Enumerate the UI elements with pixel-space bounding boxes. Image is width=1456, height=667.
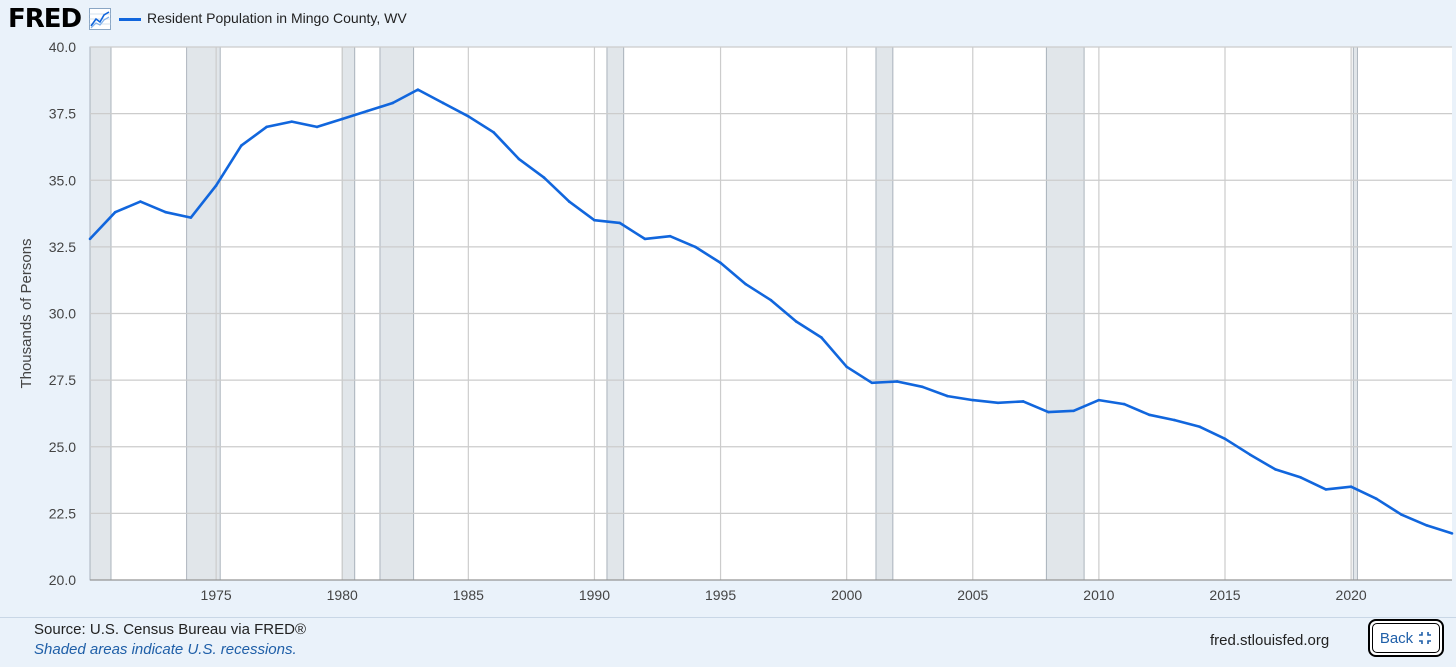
data-point: [567, 200, 571, 203]
x-tick-label: 1975: [201, 587, 232, 603]
x-tick-label: 1980: [327, 587, 358, 603]
y-tick-label: 20.0: [49, 572, 76, 588]
data-point: [214, 184, 218, 187]
data-point: [618, 221, 621, 225]
x-tick-label: 2000: [831, 587, 862, 603]
data-point: [1248, 453, 1252, 457]
data-point: [946, 394, 949, 398]
data-point: [240, 144, 243, 147]
fred-logo[interactable]: FRED: [8, 4, 82, 34]
data-point: [315, 125, 319, 129]
data-point: [895, 380, 899, 383]
collapse-icon: [1419, 632, 1432, 644]
data-point: [113, 210, 117, 214]
data-point: [441, 101, 445, 105]
x-tick-label: 2020: [1336, 587, 1367, 603]
data-point: [1097, 398, 1101, 402]
recession-note: Shaded areas indicate U.S. recessions.: [34, 641, 297, 658]
data-point: [820, 336, 823, 339]
chart-header: FRED Resident Population in Mingo County…: [0, 0, 1456, 44]
data-point: [1173, 418, 1176, 422]
back-button[interactable]: Back: [1368, 619, 1444, 657]
y-tick-label: 35.0: [49, 172, 76, 188]
data-point: [744, 282, 748, 286]
data-point: [845, 365, 848, 369]
x-tick-label: 1995: [705, 587, 736, 603]
data-point: [1223, 437, 1227, 441]
footer-divider: [0, 617, 1456, 618]
y-tick-label: 32.5: [49, 239, 76, 255]
data-point: [1425, 524, 1429, 527]
data-point: [391, 101, 394, 105]
data-point: [1349, 485, 1353, 489]
y-tick-label: 22.5: [49, 505, 76, 521]
grid-layer: [90, 46, 1452, 581]
data-point: [971, 398, 975, 402]
y-tick-label: 25.0: [49, 439, 76, 455]
y-tick-label: 30.0: [49, 306, 76, 322]
data-point: [769, 298, 773, 302]
data-point: [492, 130, 495, 134]
data-point: [1450, 532, 1454, 535]
data-point: [1400, 513, 1403, 517]
data-point: [1375, 497, 1378, 501]
data-point: [1324, 488, 1328, 491]
data-point: [1274, 468, 1277, 471]
data-point: [416, 88, 420, 91]
y-axis-label: Thousands of Persons: [18, 238, 35, 388]
data-point: [643, 237, 647, 241]
data-point: [1299, 476, 1302, 479]
data-point: [467, 114, 470, 118]
data-point: [1021, 400, 1025, 403]
data-point: [340, 117, 344, 121]
data-point: [164, 210, 167, 214]
data-point: [189, 216, 193, 219]
chart: 20.0 22.5 25.0 27.5 30.0 32.5 35.0 37.5 40.0 1975…: [18, 39, 1454, 603]
data-point: [542, 176, 546, 179]
x-tick-label: 2010: [1083, 587, 1114, 603]
data-point: [593, 218, 596, 222]
back-button-label: Back: [1379, 629, 1414, 647]
data-point: [996, 401, 1000, 405]
x-tick-label: 1985: [453, 587, 484, 603]
data-point: [88, 237, 92, 241]
data-point: [694, 245, 697, 249]
x-tick-label: 1990: [579, 587, 610, 603]
line-graph-icon: [89, 8, 111, 30]
data-point: [870, 381, 874, 385]
data-point: [668, 234, 672, 238]
back-button-focus-ring: [1372, 623, 1440, 653]
data-point: [139, 200, 142, 203]
data-point: [265, 125, 268, 129]
data-point: [1122, 402, 1126, 406]
data-point: [719, 261, 722, 265]
x-tick-label: 2015: [1209, 587, 1240, 603]
data-point: [794, 320, 798, 323]
data-point: [517, 157, 521, 161]
y-tick-label: 40.0: [49, 39, 76, 55]
data-point: [1198, 425, 1202, 429]
data-point: [290, 120, 294, 123]
data-point: [921, 385, 924, 389]
x-tick-label: 2005: [957, 587, 988, 603]
source-text: Source: U.S. Census Bureau via FRED®: [34, 621, 306, 638]
axis-layer: 20.0 22.5 25.0 27.5 30.0 32.5 35.0 37.5 40.0 1975…: [49, 39, 1452, 603]
data-point: [1047, 410, 1050, 414]
legend-label[interactable]: Resident Population in Mingo County, WV: [147, 10, 407, 26]
data-point: [1148, 413, 1151, 417]
legend-line-swatch: [119, 18, 141, 21]
data-point: [1072, 409, 1075, 413]
y-tick-label: 37.5: [49, 106, 76, 122]
site-url[interactable]: fred.stlouisfed.org: [1210, 632, 1330, 649]
data-point: [366, 109, 369, 113]
y-tick-label: 27.5: [49, 372, 76, 388]
series-layer: [88, 88, 1454, 535]
